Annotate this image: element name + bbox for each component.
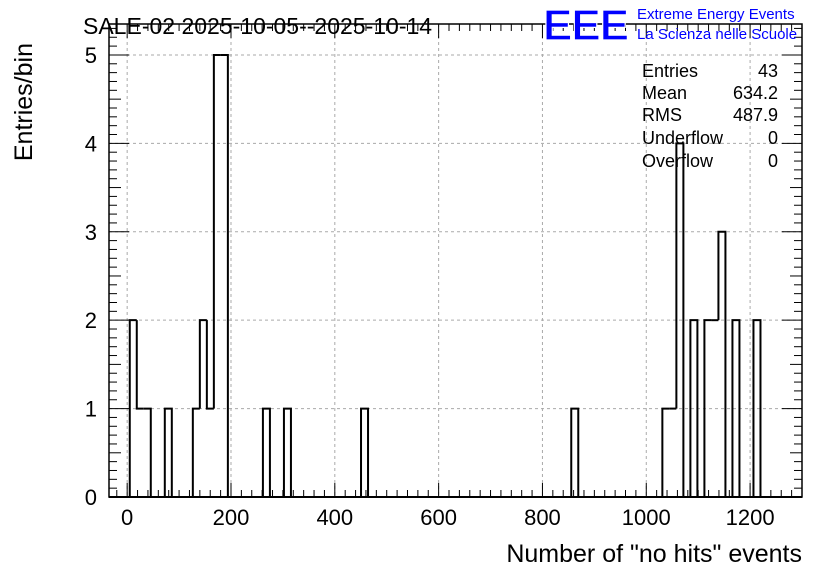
x-tick-label: 1200 — [726, 505, 775, 530]
stats-value: 43 — [758, 61, 778, 81]
x-tick-label: 800 — [524, 505, 561, 530]
x-tick-label: 400 — [316, 505, 353, 530]
plot-frame — [108, 23, 803, 498]
y-tick-labels: 0 1 2 3 4 5 — [85, 43, 97, 510]
y-tick-label: 0 — [85, 485, 97, 510]
x-tick-labels: 0 200 400 600 800 1000 1200 — [121, 505, 775, 530]
chart-title: SALE-02 2025-10-05--2025-10-14 — [83, 13, 432, 39]
eee-logo: EEE Extreme Energy Events La Scienza nel… — [542, 0, 797, 50]
histogram-bin — [198, 319, 207, 409]
grid-lines — [109, 24, 802, 497]
histogram-bin — [703, 319, 712, 497]
histogram-bin — [261, 407, 271, 497]
stats-value: 0 — [768, 128, 778, 148]
stats-box: Entries 43 Mean 634.2 RMS 487.9 Underflo… — [642, 61, 778, 171]
histogram-bin — [752, 319, 762, 497]
x-tick-label: 200 — [213, 505, 250, 530]
x-tick-label: 1000 — [622, 505, 671, 530]
stats-label: Mean — [642, 83, 687, 103]
eee-logo-mark: EEE — [543, 1, 628, 50]
histogram-bin — [205, 320, 214, 410]
x-tick-label: 600 — [420, 505, 457, 530]
histogram-bin — [163, 407, 173, 497]
histogram-bin — [143, 407, 152, 497]
histogram-bin — [717, 230, 727, 497]
stats-label: Underflow — [642, 128, 724, 148]
histogram-bin — [282, 407, 292, 497]
stats-label: Entries — [642, 61, 698, 81]
histogram-bin — [689, 319, 699, 497]
stats-value: 0 — [768, 151, 778, 171]
histogram-bin — [135, 320, 144, 410]
stats-value: 487.9 — [733, 105, 778, 125]
y-tick-label: 4 — [85, 131, 97, 156]
x-axis-label: Number of "no hits" events — [506, 540, 802, 568]
histogram-bin — [360, 407, 370, 497]
logo-line-1: Extreme Energy Events — [637, 6, 795, 23]
histogram-bin — [661, 407, 670, 497]
histogram-bin — [128, 319, 137, 497]
y-axis-label: Entries/bin — [10, 43, 38, 161]
stats-value: 634.2 — [733, 83, 778, 103]
y-tick-label: 2 — [85, 308, 97, 333]
stats-label: Overflow — [642, 151, 714, 171]
y-tick-label: 5 — [85, 43, 97, 68]
histogram-bin — [570, 407, 580, 497]
histogram-bin — [220, 53, 229, 497]
logo-line-2: La Scienza nelle Scuole — [637, 26, 797, 43]
histogram-bin — [191, 407, 200, 497]
y-tick-label: 1 — [85, 397, 97, 422]
histogram-bin — [675, 142, 685, 497]
y-tick-label: 3 — [85, 220, 97, 245]
axis-ticks — [109, 24, 803, 498]
x-tick-label: 0 — [121, 505, 133, 530]
histogram-bin — [731, 319, 741, 497]
histogram-bin — [212, 53, 221, 409]
stats-label: RMS — [642, 105, 682, 125]
